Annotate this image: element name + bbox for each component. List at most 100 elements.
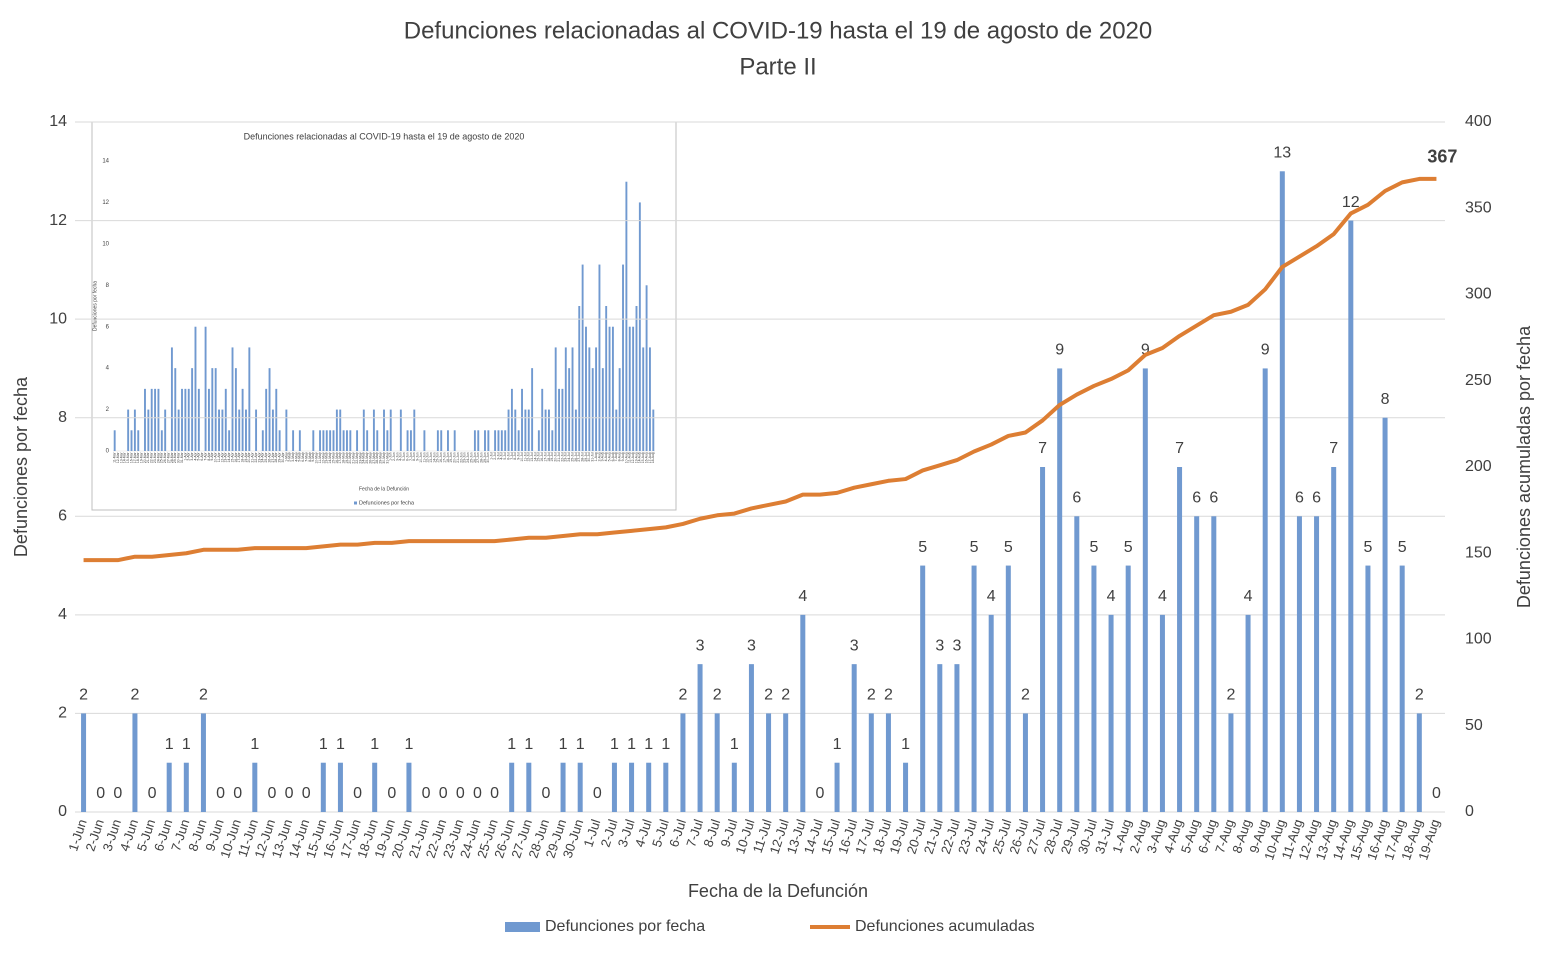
x-tick-label: 8-Jul [513, 452, 517, 460]
bar [1296, 516, 1302, 812]
bar-value-label: 0 [353, 785, 362, 802]
bar-value-label: 9 [1055, 342, 1064, 359]
bar [1125, 565, 1131, 812]
x-tick-label: 26-Jun [473, 452, 477, 462]
bar [954, 664, 960, 812]
bar [81, 713, 87, 812]
bar [595, 347, 598, 451]
bar [1279, 171, 1285, 813]
x-tick-label: 12-Jun [426, 452, 430, 462]
bar [127, 409, 130, 451]
bar [1228, 713, 1234, 812]
bar [366, 430, 369, 451]
x-tick-label: 29-May [379, 452, 383, 464]
x-tick-label: 23-Mar [153, 451, 157, 463]
bar [588, 347, 591, 451]
x-axis-label: Fecha de la Defunción [359, 486, 409, 492]
bar [509, 762, 515, 812]
x-tick-label: 4-Jul [500, 452, 504, 460]
x-tick-label: 1-Jun [389, 452, 393, 461]
x-tick-label: 4-Aug [604, 452, 608, 461]
x-tick-label: 20-Jul [554, 452, 558, 461]
x-tick-label: 18-Jul [547, 452, 551, 461]
x-tick-label: 10-May [315, 452, 319, 464]
x-tick-label: 30-Jul [587, 452, 591, 461]
bar [632, 326, 635, 451]
bar [568, 368, 571, 451]
bar-value-label: 0 [302, 785, 311, 802]
x-tick-label: 17-Mar [133, 451, 137, 463]
x-tick-label: 28-Apr [274, 451, 278, 462]
x-tick-label: 22-May [355, 452, 359, 464]
y-tick-label: 10 [102, 241, 109, 247]
bar [494, 430, 497, 451]
bar [214, 368, 217, 451]
bar [635, 306, 638, 451]
x-tick-label: 29-Mar [173, 451, 177, 463]
x-tick-label: 13-May [325, 452, 329, 464]
x-tick-label: 11-May [318, 452, 322, 463]
bar [362, 409, 365, 451]
x-tick-label: 27-May [372, 452, 376, 464]
x-tick-label: 18-Mar [136, 451, 140, 463]
x-tick-label: 9-Jun [416, 452, 420, 461]
bar [166, 762, 172, 812]
y-tick-label: 12 [49, 212, 67, 229]
x-tick-label: 29-Jul [584, 452, 588, 461]
bar [1108, 614, 1114, 812]
bar [271, 409, 274, 451]
y-tick-label: 14 [49, 113, 67, 130]
x-tick-label: 15-Jun [436, 452, 440, 462]
x-tick-label: 21-Apr [251, 451, 255, 462]
x-tick-label: 23-Apr [257, 451, 261, 462]
bar [971, 565, 977, 812]
y2-tick-label: 0 [1465, 803, 1474, 820]
x-tick-label: 17-Jul [543, 452, 547, 461]
bar [638, 202, 641, 451]
bar [1022, 713, 1028, 812]
bar-value-label: 1 [610, 736, 619, 753]
bar [356, 430, 359, 451]
x-tick-label: 23-May [358, 452, 362, 464]
x-tick-label: 30-Mar [177, 451, 181, 463]
x-tick-label: 6-Jun [405, 452, 409, 461]
bar-value-label: 9 [1261, 342, 1270, 359]
bar-value-label: 0 [541, 785, 550, 802]
bar [663, 762, 669, 812]
bar [1314, 516, 1320, 812]
legend-label: Defunciones por fecha [545, 918, 705, 935]
bar [252, 762, 258, 812]
bar [1365, 565, 1371, 812]
bar [200, 713, 206, 812]
bar-value-label: 2 [79, 687, 88, 704]
x-tick-label: 11-Apr [217, 451, 221, 462]
legend-label: Defunciones por fecha [359, 500, 415, 506]
bar [194, 326, 197, 451]
bar-value-label: 0 [456, 785, 465, 802]
bar-value-label: 0 [96, 785, 105, 802]
bar [221, 409, 224, 451]
x-tick-label: 2-Jul [493, 452, 497, 460]
bar-value-label: 2 [781, 687, 790, 704]
bar-value-label: 6 [1209, 490, 1218, 507]
bar-value-label: 4 [1107, 588, 1116, 605]
bar [386, 430, 389, 451]
x-tick-label: 10-Jun [419, 452, 423, 462]
x-tick-label: 18-Jun [446, 452, 450, 462]
x-tick-label: 10-Jul [520, 452, 524, 461]
bar [484, 430, 486, 451]
bar-value-label: 5 [1089, 539, 1098, 556]
bar [325, 430, 328, 451]
x-tick-label: 16-Aug [644, 452, 648, 463]
bar [335, 409, 338, 451]
y2-tick-label: 50 [1465, 717, 1483, 734]
bar [510, 388, 513, 451]
bar [177, 409, 180, 451]
bar [558, 388, 561, 451]
bar [1159, 614, 1165, 812]
bar-value-label: 3 [952, 637, 961, 654]
x-tick-label: 8-Jun [412, 452, 416, 461]
x-tick-label: 24-Apr [261, 451, 265, 462]
x-tick-label: 22-Mar [150, 451, 154, 463]
